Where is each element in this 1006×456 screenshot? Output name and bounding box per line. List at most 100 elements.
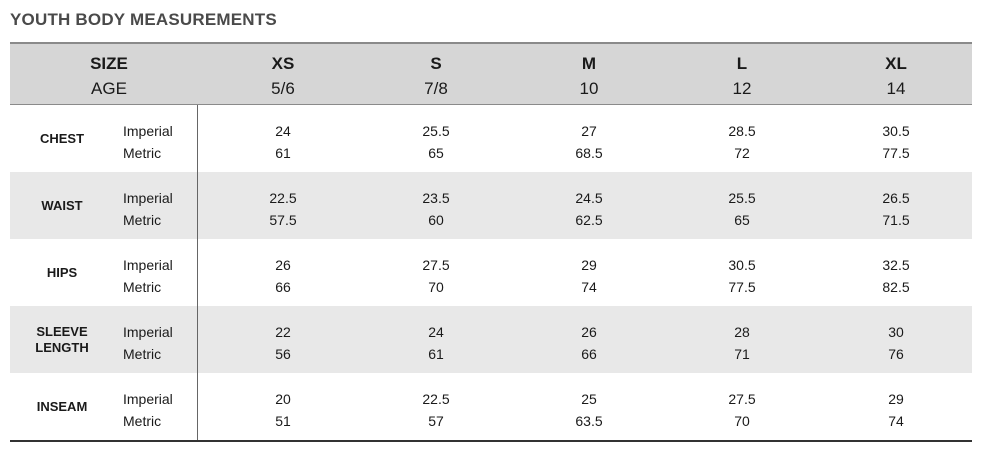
cell-xl: 29 74 <box>836 388 956 432</box>
table-row-chest: CHEST Imperial Metric 24 61 25.5 65 27 68.5… <box>10 105 972 172</box>
page-title: YOUTH BODY MEASUREMENTS <box>10 10 277 29</box>
imperial-value: 27.5 <box>728 391 756 407</box>
size-chart-table: SIZE AGE XS 5/6 S 7/8 M 10 L 12 XL 14 CH… <box>10 42 972 440</box>
age-value: 5/6 <box>271 79 295 98</box>
unit-metric: Metric <box>123 346 162 362</box>
cell-l: 25.5 65 <box>682 187 802 231</box>
imperial-value: 20 <box>275 391 291 407</box>
metric-value: 62.5 <box>575 212 603 228</box>
row-label: HIPS <box>10 239 114 306</box>
cell-m: 29 74 <box>529 254 649 298</box>
row-label-line1: HIPS <box>46 264 78 280</box>
unit-metric: Metric <box>123 145 162 161</box>
metric-value: 70 <box>734 413 750 429</box>
imperial-value: 22 <box>275 324 291 340</box>
table-row-hips: HIPS Imperial Metric 26 66 27.5 70 29 74 30… <box>10 239 972 306</box>
header-col-m: M 10 <box>529 44 649 106</box>
unit-labels: Imperial Metric <box>123 120 173 164</box>
metric-value: 76 <box>888 346 904 362</box>
imperial-value: 30.5 <box>882 123 910 139</box>
unit-imperial: Imperial <box>123 257 173 273</box>
size-label: SIZE <box>90 54 128 73</box>
size-name: XS <box>271 54 295 73</box>
row-label-line2: LENGTH <box>35 339 89 355</box>
cell-l: 28 71 <box>682 321 802 365</box>
metric-value: 56 <box>275 346 291 362</box>
cell-xl: 30.5 77.5 <box>836 120 956 164</box>
imperial-value: 30 <box>888 324 904 340</box>
row-label-line1: INSEAM <box>36 398 88 414</box>
column-divider <box>197 105 198 441</box>
table-row-sleeve-length: SLEEVE LENGTH Imperial Metric 22 56 24 61 … <box>10 306 972 373</box>
size-name: M <box>581 54 597 73</box>
metric-value: 82.5 <box>882 279 910 295</box>
cell-xs: 22.5 57.5 <box>223 187 343 231</box>
age-value: 10 <box>579 79 599 98</box>
cell-s: 23.5 60 <box>376 187 496 231</box>
imperial-value: 24 <box>428 324 444 340</box>
metric-value: 63.5 <box>575 413 603 429</box>
imperial-value: 27 <box>581 123 597 139</box>
row-label: WAIST <box>10 172 114 239</box>
size-name: XL <box>885 54 907 73</box>
metric-value: 65 <box>428 145 444 161</box>
metric-value: 61 <box>428 346 444 362</box>
row-label: CHEST <box>10 105 114 172</box>
imperial-value: 25 <box>581 391 597 407</box>
cell-m: 24.5 62.5 <box>529 187 649 231</box>
metric-value: 51 <box>275 413 291 429</box>
cell-m: 27 68.5 <box>529 120 649 164</box>
row-label: INSEAM <box>10 373 114 440</box>
imperial-value: 24.5 <box>575 190 603 206</box>
metric-value: 71 <box>734 346 750 362</box>
cell-xs: 26 66 <box>223 254 343 298</box>
unit-labels: Imperial Metric <box>123 321 173 365</box>
metric-value: 74 <box>581 279 597 295</box>
imperial-value: 32.5 <box>882 257 910 273</box>
cell-s: 24 61 <box>376 321 496 365</box>
imperial-value: 22.5 <box>422 391 450 407</box>
size-name: S <box>430 54 442 73</box>
metric-value: 70 <box>428 279 444 295</box>
row-label: SLEEVE LENGTH <box>10 306 114 373</box>
metric-value: 72 <box>734 145 750 161</box>
table-header: SIZE AGE XS 5/6 S 7/8 M 10 L 12 XL 14 <box>10 42 972 105</box>
imperial-value: 23.5 <box>422 190 450 206</box>
imperial-value: 25.5 <box>728 190 756 206</box>
imperial-value: 22.5 <box>269 190 297 206</box>
imperial-value: 27.5 <box>422 257 450 273</box>
cell-m: 26 66 <box>529 321 649 365</box>
unit-imperial: Imperial <box>123 123 173 139</box>
row-label-line1: SLEEVE <box>36 323 88 339</box>
cell-l: 27.5 70 <box>682 388 802 432</box>
header-col-xl: XL 14 <box>836 44 956 106</box>
metric-value: 77.5 <box>882 145 910 161</box>
metric-value: 77.5 <box>728 279 756 295</box>
row-label-line1: WAIST <box>41 197 83 213</box>
imperial-value: 29 <box>581 257 597 273</box>
age-value: 12 <box>732 79 752 98</box>
header-col-s: S 7/8 <box>376 44 496 106</box>
cell-m: 25 63.5 <box>529 388 649 432</box>
unit-imperial: Imperial <box>123 324 173 340</box>
cell-xl: 32.5 82.5 <box>836 254 956 298</box>
cell-xs: 22 56 <box>223 321 343 365</box>
metric-value: 65 <box>734 212 750 228</box>
unit-metric: Metric <box>123 212 162 228</box>
size-name: L <box>736 54 748 73</box>
row-label-line1: CHEST <box>39 130 85 146</box>
cell-l: 30.5 77.5 <box>682 254 802 298</box>
metric-value: 68.5 <box>575 145 603 161</box>
unit-metric: Metric <box>123 413 162 429</box>
unit-labels: Imperial Metric <box>123 187 173 231</box>
header-col-xs: XS 5/6 <box>223 44 343 106</box>
imperial-value: 29 <box>888 391 904 407</box>
unit-labels: Imperial Metric <box>123 254 173 298</box>
cell-xl: 30 76 <box>836 321 956 365</box>
cell-xs: 20 51 <box>223 388 343 432</box>
imperial-value: 30.5 <box>728 257 756 273</box>
metric-value: 66 <box>581 346 597 362</box>
metric-value: 71.5 <box>882 212 910 228</box>
imperial-value: 25.5 <box>422 123 450 139</box>
imperial-value: 26.5 <box>882 190 910 206</box>
